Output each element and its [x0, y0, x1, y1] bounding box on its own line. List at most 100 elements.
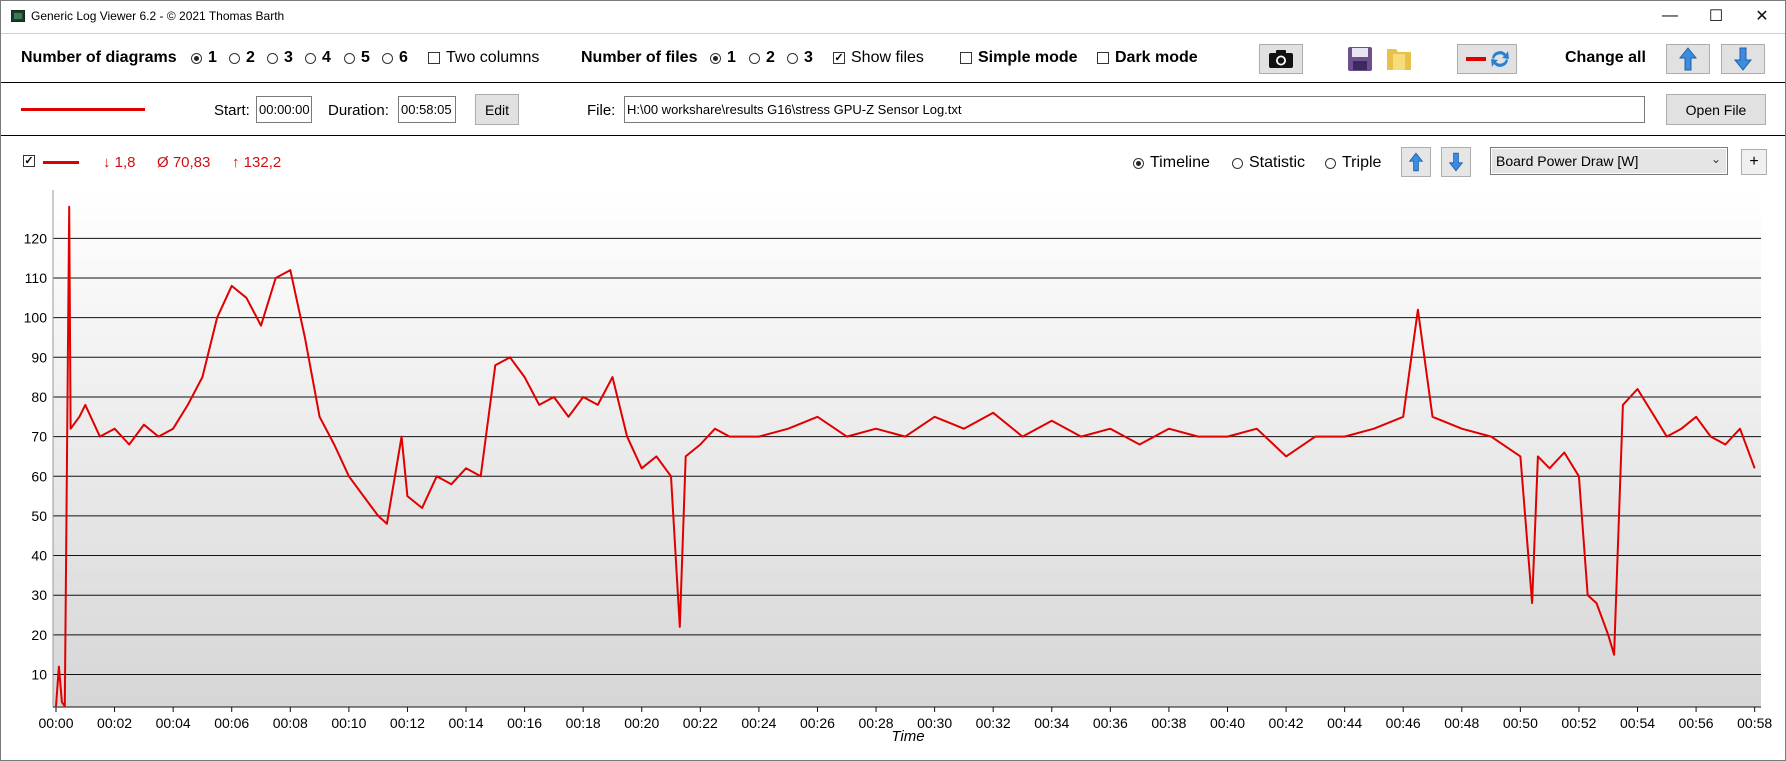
open-folder-button[interactable] [1384, 44, 1414, 74]
radio-circle [749, 52, 760, 64]
grid-lines [52, 190, 1761, 708]
app-icon [11, 10, 25, 22]
x-tick-label: 00:06 [214, 715, 249, 731]
checkbox-box [960, 52, 972, 64]
y-tick-label: 30 [31, 587, 47, 603]
x-tick-label: 00:20 [624, 715, 659, 731]
title-bar: Generic Log Viewer 6.2 - © 2021 Thomas B… [1, 1, 1785, 31]
add-diagram-button[interactable]: + [1741, 149, 1767, 175]
dark-mode-checkbox[interactable]: Dark mode [1097, 49, 1198, 67]
series-line [55, 205, 1756, 708]
x-tick-label: 00:38 [1151, 715, 1186, 731]
files-radio-1[interactable]: 1 [710, 49, 736, 67]
files-radio-2[interactable]: 2 [749, 49, 775, 67]
x-tick-label: 00:14 [448, 715, 483, 731]
x-tick-label: 00:34 [1034, 715, 1069, 731]
sensor-select-value: Board Power Draw [W] [1496, 153, 1639, 169]
window-title: Generic Log Viewer 6.2 - © 2021 Thomas B… [31, 9, 285, 23]
x-tick-label: 00:50 [1503, 715, 1538, 731]
checkbox-box: ✓ [833, 52, 845, 64]
x-axis-ticks: 00:00 00:02 00:04 00:06 00:08 00:10 00:12 00:14… [38, 707, 1772, 731]
mode-triple-radio[interactable]: Triple [1325, 154, 1381, 172]
duration-label: Duration: [328, 102, 389, 119]
min-value: ↓ 1,8 [103, 154, 136, 171]
x-tick-label: 00:42 [1269, 715, 1304, 731]
arrow-up-icon [1408, 152, 1424, 172]
close-button[interactable]: ✕ [1755, 8, 1769, 25]
diagrams-label: Number of diagrams [21, 49, 177, 66]
save-button[interactable] [1345, 44, 1375, 74]
diagrams-radio-2[interactable]: 2 [229, 49, 255, 67]
y-axis-ticks: 10 20 30 40 50 60 70 80 90 100 110 120 [24, 230, 48, 682]
x-tick-label: 00:52 [1561, 715, 1596, 731]
duration-input[interactable]: 00:58:05 [398, 96, 456, 123]
chevron-down-icon: ⌄ [1710, 152, 1721, 166]
y-tick-label: 10 [31, 666, 47, 682]
diagrams-radio-3[interactable]: 3 [267, 49, 293, 67]
diagrams-radio-6[interactable]: 6 [382, 49, 408, 67]
arrow-down-icon [1733, 47, 1753, 71]
screenshot-button[interactable] [1259, 44, 1303, 74]
radio-circle [191, 52, 202, 64]
x-axis-label: Time [891, 728, 924, 745]
checkbox-box [428, 52, 440, 64]
series-color-swatch[interactable] [43, 161, 79, 164]
x-tick-label: 00:22 [683, 715, 718, 731]
minimize-button[interactable]: — [1662, 7, 1678, 24]
file-path-input[interactable]: H:\00 workshare\results G16\stress GPU-Z… [624, 96, 1645, 123]
avg-value: Ø 70,83 [157, 154, 211, 171]
start-label: Start: [214, 102, 250, 119]
diagrams-radio-1[interactable]: 1 [191, 49, 217, 67]
maximize-button[interactable]: ☐ [1708, 8, 1724, 25]
plot-area [53, 190, 1761, 707]
edit-button[interactable]: Edit [475, 94, 519, 125]
x-tick-label: 00:30 [917, 715, 952, 731]
mode-statistic-radio[interactable]: Statistic [1232, 154, 1305, 172]
x-tick-label: 00:24 [741, 715, 776, 731]
file-row: Start: 00:00:00 Duration: 00:58:05 Edit … [1, 84, 1785, 136]
y-tick-label: 90 [31, 349, 47, 365]
x-tick-label: 00:08 [273, 715, 308, 731]
radio-circle [1133, 157, 1144, 169]
diagram-down-button[interactable] [1441, 147, 1471, 177]
files-label: Number of files [581, 49, 698, 66]
radio-circle [710, 52, 721, 64]
series-line-swatch[interactable] [21, 108, 145, 111]
series-visible-checkbox[interactable]: ✓ [23, 155, 41, 167]
y-tick-label: 110 [25, 270, 48, 286]
diagrams-radio-4[interactable]: 4 [305, 49, 331, 67]
move-up-all-button[interactable] [1666, 44, 1710, 74]
open-file-button[interactable]: Open File [1666, 94, 1766, 125]
diagrams-radio-5[interactable]: 5 [344, 49, 370, 67]
x-tick-label: 00:44 [1327, 715, 1362, 731]
folder-icon [1387, 49, 1411, 70]
radio-circle [787, 52, 798, 64]
max-value: ↑ 132,2 [232, 154, 282, 171]
line-color-swap-button[interactable] [1457, 44, 1517, 74]
show-files-checkbox[interactable]: ✓ Show files [833, 49, 924, 66]
radio-circle [229, 52, 240, 64]
two-columns-checkbox[interactable]: Two columns [428, 49, 539, 67]
files-radio-3[interactable]: 3 [787, 49, 813, 67]
x-tick-label: 00:40 [1210, 715, 1245, 731]
x-tick-label: 00:36 [1093, 715, 1128, 731]
checkbox-box [1097, 52, 1109, 64]
change-all-label: Change all [1565, 49, 1646, 66]
save-icon [1348, 47, 1372, 71]
x-tick-label: 00:18 [566, 715, 601, 731]
x-tick-label: 00:10 [331, 715, 366, 731]
start-input[interactable]: 00:00:00 [256, 96, 312, 123]
mode-timeline-radio[interactable]: Timeline [1133, 154, 1210, 172]
file-label: File: [587, 102, 616, 119]
radio-circle [382, 52, 393, 64]
sensor-select[interactable]: Board Power Draw [W] ⌄ [1490, 147, 1728, 175]
y-tick-label: 60 [31, 468, 47, 484]
y-tick-label: 50 [31, 508, 47, 524]
move-down-all-button[interactable] [1721, 44, 1765, 74]
arrow-down-icon [1448, 152, 1464, 172]
diagram-up-button[interactable] [1401, 147, 1431, 177]
x-tick-label: 00:32 [976, 715, 1011, 731]
simple-mode-checkbox[interactable]: Simple mode [960, 49, 1078, 67]
